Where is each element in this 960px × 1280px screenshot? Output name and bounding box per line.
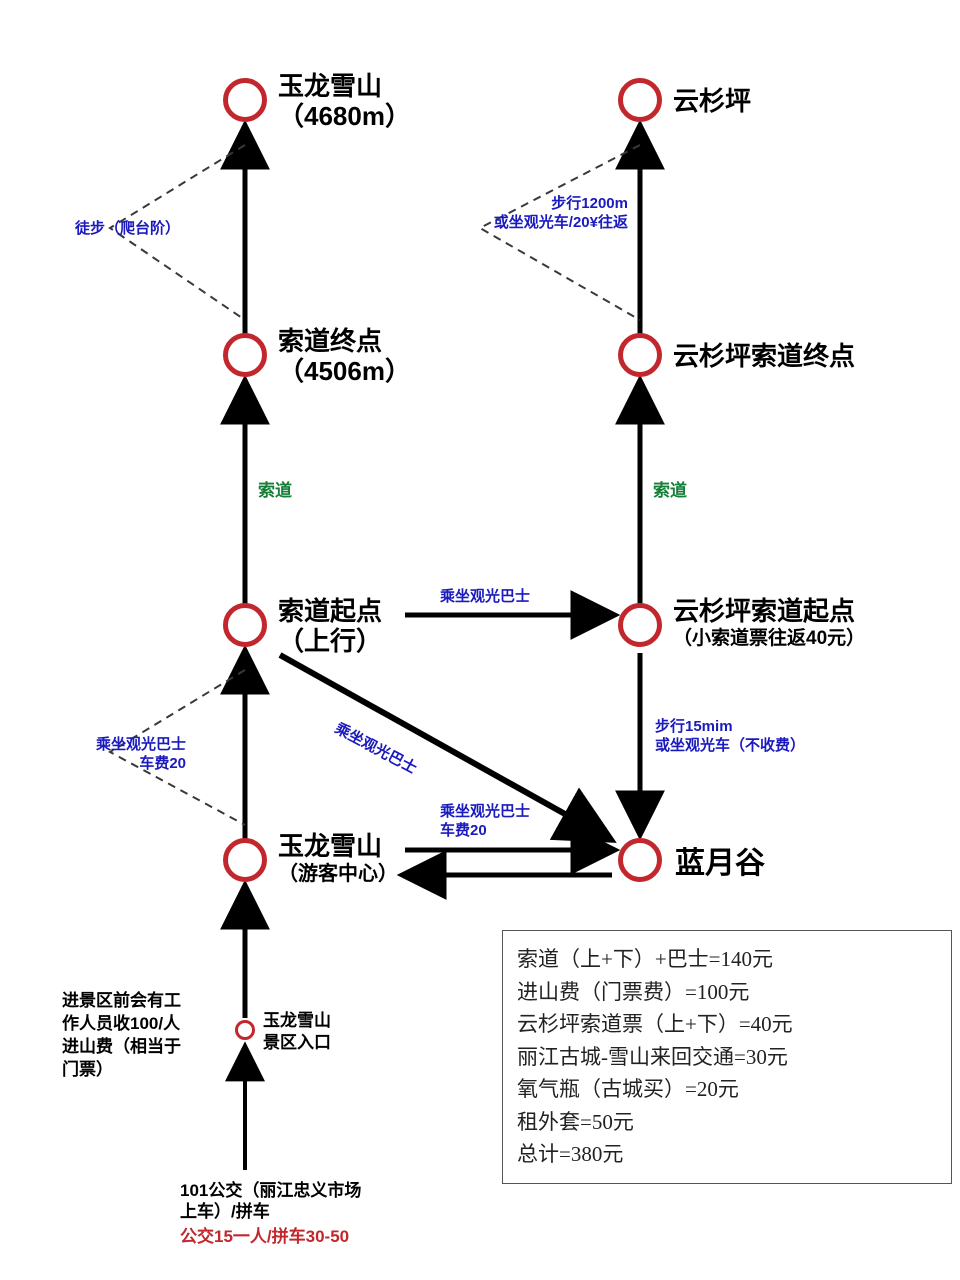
label-cablestart-l1: 索道起点 (278, 595, 382, 628)
cost-line-4: 氧气瓶（古城买）=20元 (517, 1073, 937, 1106)
node-peak (223, 78, 267, 122)
node-spruce-top (618, 333, 662, 377)
label-entry-l1: 玉龙雪山 (263, 1010, 331, 1031)
node-visitor-center (223, 838, 267, 882)
label-peak-l2: （4680m） (278, 100, 411, 133)
cost-line-0: 索道（上+下）+巴士=140元 (517, 943, 937, 976)
node-cable-top (223, 333, 267, 377)
label-bluemoon-l1: 蓝月谷 (675, 845, 765, 883)
node-entry (235, 1020, 255, 1040)
edge-entry-note: 进景区前会有工 作人员收100/人 进山费（相当于 门票） (62, 990, 181, 1082)
label-cabletop-l2: （4506m） (278, 355, 411, 388)
edge-bus-center: 乘坐观光巴士 车费20 (440, 803, 530, 841)
cost-line-7: 总计=380元 (517, 1138, 937, 1171)
edge-cable-left: 索道 (258, 480, 292, 501)
label-cablestart-l2: （上行） (278, 625, 382, 658)
label-spruce-l1: 云杉坪 (673, 85, 751, 118)
cost-summary-box: 索道（上+下）+巴士=140元 进山费（门票费）=100元 云杉坪索道票（上+下… (502, 930, 952, 1184)
cost-line-5: 租外套=50元 (517, 1106, 937, 1139)
node-spruce-start (618, 603, 662, 647)
node-cable-start (223, 603, 267, 647)
edge-bus101-l1: 101公交（丽江忠义市场 上车）/拼车 (180, 1180, 361, 1223)
cost-line-3: 丽江古城-雪山来回交通=30元 (517, 1041, 937, 1074)
label-peak-l1: 玉龙雪山 (278, 70, 382, 103)
edge-bus-diag: 乘坐观光巴士 (331, 720, 419, 779)
label-sprucestart-l2: （小索道票往返40元） (673, 627, 865, 651)
edge-bus-mid: 乘坐观光巴士 (440, 588, 530, 607)
edge-walk-spruce: 步行1200m 或坐观光车/20¥往返 (378, 195, 628, 233)
label-entry-l2: 景区入口 (263, 1032, 331, 1053)
route-diagram: 玉龙雪山 （4680m） 索道终点 （4506m） 索道起点 （上行） 玉龙雪山… (0, 0, 960, 1280)
edge-cable-right: 索道 (653, 480, 687, 501)
edge-walk15: 步行15mim 或坐观光车（不收费） (655, 718, 805, 756)
edge-bus101-l2: 公交15一人/拼车30-50 (180, 1226, 349, 1247)
edge-bus20-left: 乘坐观光巴士 车费20 (16, 736, 186, 774)
label-visitor-l1: 玉龙雪山 (278, 830, 382, 863)
label-sprucetop-l1: 云杉坪索道终点 (673, 340, 855, 373)
label-visitor-l2: （游客中心） (278, 862, 398, 887)
label-cabletop-l1: 索道终点 (278, 325, 382, 358)
cost-line-2: 云杉坪索道票（上+下）=40元 (517, 1008, 937, 1041)
node-blue-moon (618, 838, 662, 882)
edge-walk-peak: 徒步（爬台阶） (30, 220, 180, 239)
label-sprucestart-l1: 云杉坪索道起点 (673, 595, 855, 628)
cost-line-1: 进山费（门票费）=100元 (517, 976, 937, 1009)
node-spruce (618, 78, 662, 122)
